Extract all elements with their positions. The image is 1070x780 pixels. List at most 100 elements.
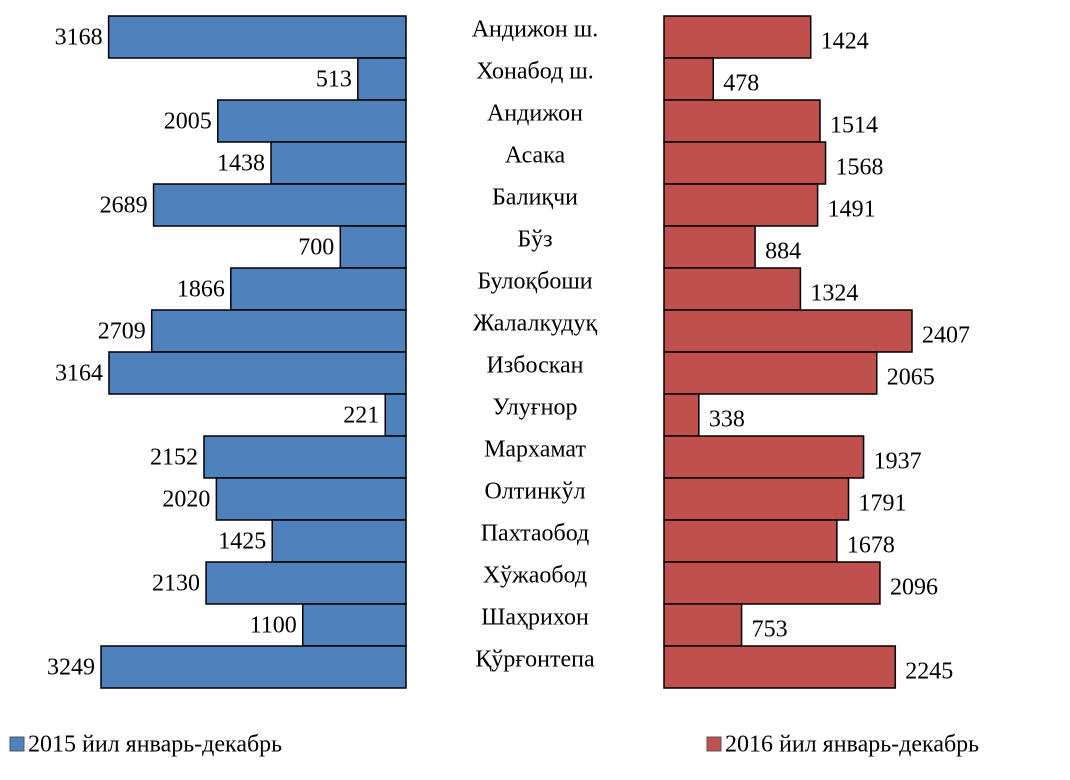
data-label: 2152 (150, 445, 198, 471)
label-background (870, 447, 925, 476)
bar (663, 603, 743, 647)
bar (203, 435, 407, 479)
data-label: 1678 (847, 533, 895, 559)
label-background (826, 111, 881, 140)
label-background (748, 615, 791, 644)
data-label: 3249 (47, 655, 95, 681)
label-background (149, 569, 204, 598)
category-label: Булоқбоши (477, 269, 592, 295)
bar (663, 225, 756, 269)
label-background (160, 107, 215, 136)
label-background (843, 531, 898, 560)
data-label: 2005 (164, 109, 212, 135)
bar (663, 15, 812, 59)
bar (663, 645, 897, 689)
category-label: Улуғнор (493, 395, 578, 421)
bar (152, 183, 407, 227)
label-background (705, 405, 748, 434)
category-label: Хонабод ш. (476, 59, 594, 85)
bar (663, 141, 827, 185)
label-background (340, 401, 383, 430)
bar (339, 225, 407, 269)
data-label: 3168 (55, 25, 103, 51)
label-background (214, 149, 269, 178)
data-label: 2245 (905, 659, 953, 685)
data-label: 2689 (100, 193, 148, 219)
category-label: Олтинкўл (484, 479, 585, 505)
label-background (159, 485, 214, 514)
legend-swatch (9, 736, 25, 752)
category-label: Бўз (517, 227, 552, 253)
data-label: 753 (752, 617, 788, 643)
legend-label: 2016 йил январь-декабрь (725, 732, 979, 758)
label-background (215, 527, 270, 556)
label-background (94, 317, 149, 346)
category-label: Асака (505, 143, 566, 169)
bar (100, 645, 407, 689)
label-background (919, 321, 973, 350)
data-label: 884 (765, 239, 801, 265)
data-label: 1438 (217, 151, 265, 177)
label-background (883, 363, 938, 392)
label-background (96, 191, 151, 220)
category-label: Хўжаобод (483, 563, 587, 589)
label-background (824, 195, 879, 224)
data-label: 1937 (874, 449, 922, 475)
data-label: 2020 (162, 487, 210, 513)
bar (230, 267, 407, 311)
category-label: Пахтаобод (481, 521, 590, 547)
legend-swatch (706, 736, 722, 752)
data-label: 1324 (810, 281, 858, 307)
bar (270, 141, 407, 185)
data-label: 2130 (152, 571, 200, 597)
label-background (886, 573, 941, 602)
label-background (762, 237, 805, 266)
category-label: Мархамат (484, 437, 586, 463)
bar (663, 267, 802, 311)
data-label: 1514 (830, 113, 878, 139)
bar (663, 57, 714, 101)
legend-label: 2015 йил январь-декабрь (28, 732, 282, 758)
label-background (720, 69, 763, 98)
bar (205, 561, 407, 605)
label-background (902, 657, 957, 686)
label-background (295, 233, 338, 262)
bar (663, 561, 881, 605)
label-background (832, 153, 887, 182)
label-background (855, 489, 910, 518)
bar (217, 99, 407, 143)
label-background (44, 653, 98, 682)
data-label: 1568 (836, 155, 884, 181)
label-background (807, 279, 862, 308)
data-label: 1791 (859, 491, 907, 517)
label-background (51, 23, 106, 52)
bar (663, 99, 821, 143)
bar (384, 393, 407, 437)
data-label: 1866 (177, 277, 225, 303)
bar (663, 309, 913, 353)
data-label: 478 (723, 71, 759, 97)
bar (150, 309, 407, 353)
data-label: 1100 (250, 613, 297, 639)
data-label: 2709 (98, 319, 146, 345)
data-label: 700 (298, 235, 334, 261)
bar (107, 15, 407, 59)
data-label: 2407 (922, 323, 970, 349)
label-background (312, 65, 355, 94)
category-label: Шаҳрихон (481, 605, 589, 631)
data-label: 2065 (887, 365, 935, 391)
category-label: Андижон (487, 101, 583, 127)
label-background (246, 611, 300, 640)
bar (663, 183, 819, 227)
bar (301, 603, 407, 647)
data-label: 221 (343, 403, 379, 429)
category-label: Андижон ш. (472, 17, 599, 43)
data-label: 338 (709, 407, 745, 433)
category-label: Избоскан (486, 353, 583, 379)
category-label: Жалалкудуқ (473, 311, 598, 337)
bar (663, 351, 878, 395)
bar (663, 519, 838, 563)
category-label: Қўрғонтепа (475, 647, 595, 673)
label-background (817, 27, 872, 56)
